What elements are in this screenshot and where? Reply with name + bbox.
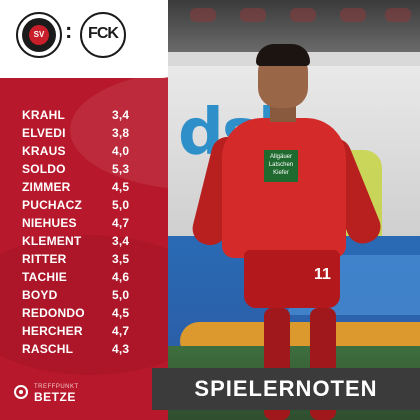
- player-grade: 4,0: [112, 144, 130, 158]
- player-grade: 4,7: [112, 216, 130, 230]
- player-grade: 4,3: [112, 342, 130, 356]
- player-name: HERCHER: [22, 324, 83, 338]
- title-badge: SPIELERNOTEN: [152, 368, 420, 410]
- player-shorts: [244, 250, 340, 308]
- grade-row: ELVEDI 3,8: [22, 124, 142, 142]
- page-title: SPIELERNOTEN: [194, 376, 378, 401]
- player-name: PUCHACZ: [22, 198, 83, 212]
- player-grade: 4,5: [112, 306, 130, 320]
- player-hair: [256, 44, 310, 66]
- panel-wave: [0, 235, 168, 375]
- player-shirt: [222, 118, 346, 258]
- player-name: ZIMMER: [22, 180, 71, 194]
- location-pin-icon: [14, 385, 28, 399]
- grade-row: HERCHER 4,7: [22, 322, 142, 340]
- stand-seat: [290, 8, 316, 22]
- player-grade: 5,3: [112, 162, 130, 176]
- player-grade: 3,5: [112, 252, 130, 266]
- grade-row: SOLDO 5,3: [22, 160, 142, 178]
- player-name: KRAHL: [22, 108, 65, 122]
- grade-row: RITTER 3,5: [22, 250, 142, 268]
- player-name: BOYD: [22, 288, 58, 302]
- brand-big-label: BETZE: [34, 390, 76, 404]
- brand-small-label: TREFFPUNKT: [34, 384, 79, 390]
- player-grade: 5,0: [112, 198, 130, 212]
- grade-row: KRAHL 3,4: [22, 106, 142, 124]
- shorts-number: 11: [314, 266, 331, 283]
- player-grade: 3,4: [112, 234, 130, 248]
- grade-row: REDONDO 4,5: [22, 304, 142, 322]
- grade-row: KRAUS 4,0: [22, 142, 142, 160]
- player-name: ELVEDI: [22, 126, 66, 140]
- versus-separator: :: [65, 18, 73, 43]
- player-name: RASCHL: [22, 342, 74, 356]
- grade-row: NIEHUES 4,7: [22, 214, 142, 232]
- player-name: TACHIE: [22, 270, 67, 284]
- home-club-logo: SV: [16, 12, 62, 58]
- away-club-logo: FCK: [80, 12, 126, 58]
- grade-row: RASCHL 4,3: [22, 340, 142, 358]
- away-logo-text: FCK: [88, 25, 119, 42]
- grade-row: TACHIE 4,6: [22, 268, 142, 286]
- player-name: RITTER: [22, 252, 67, 266]
- stand-seat: [240, 8, 266, 22]
- brand-mark: TREFFPUNKT BETZE: [14, 382, 79, 404]
- stand-seat: [340, 8, 366, 22]
- brand-text: TREFFPUNKT BETZE: [34, 382, 79, 404]
- stand-seat: [190, 8, 216, 22]
- player-grade: 5,0: [112, 288, 130, 302]
- grade-row: ZIMMER 4,5: [22, 178, 142, 196]
- stand-seat: [385, 8, 411, 22]
- player-figure: Allgäuer Latschen Kiefer 11: [189, 40, 390, 420]
- home-logo-text: SV: [29, 25, 49, 45]
- player-name: NIEHUES: [22, 216, 77, 230]
- shirt-sponsor: Allgäuer Latschen Kiefer: [264, 150, 298, 182]
- player-grade: 4,6: [112, 270, 130, 284]
- grades-panel: SV : FCK KRAHL 3,4 ELVEDI 3,8 KRAUS 4,0 SOL…: [0, 0, 168, 420]
- grades-list: KRAHL 3,4 ELVEDI 3,8 KRAUS 4,0 SOLDO 5,3 ZIM…: [22, 106, 142, 358]
- grade-row: PUCHACZ 5,0: [22, 196, 142, 214]
- player-name: KLEMENT: [22, 234, 82, 248]
- player-grade: 3,8: [112, 126, 130, 140]
- player-grade: 4,5: [112, 180, 130, 194]
- player-name: KRAUS: [22, 144, 66, 158]
- grade-row: BOYD 5,0: [22, 286, 142, 304]
- grade-row: KLEMENT 3,4: [22, 232, 142, 250]
- player-name: REDONDO: [22, 306, 85, 320]
- player-grade: 4,7: [112, 324, 130, 338]
- player-grade: 3,4: [112, 108, 130, 122]
- player-name: SOLDO: [22, 162, 66, 176]
